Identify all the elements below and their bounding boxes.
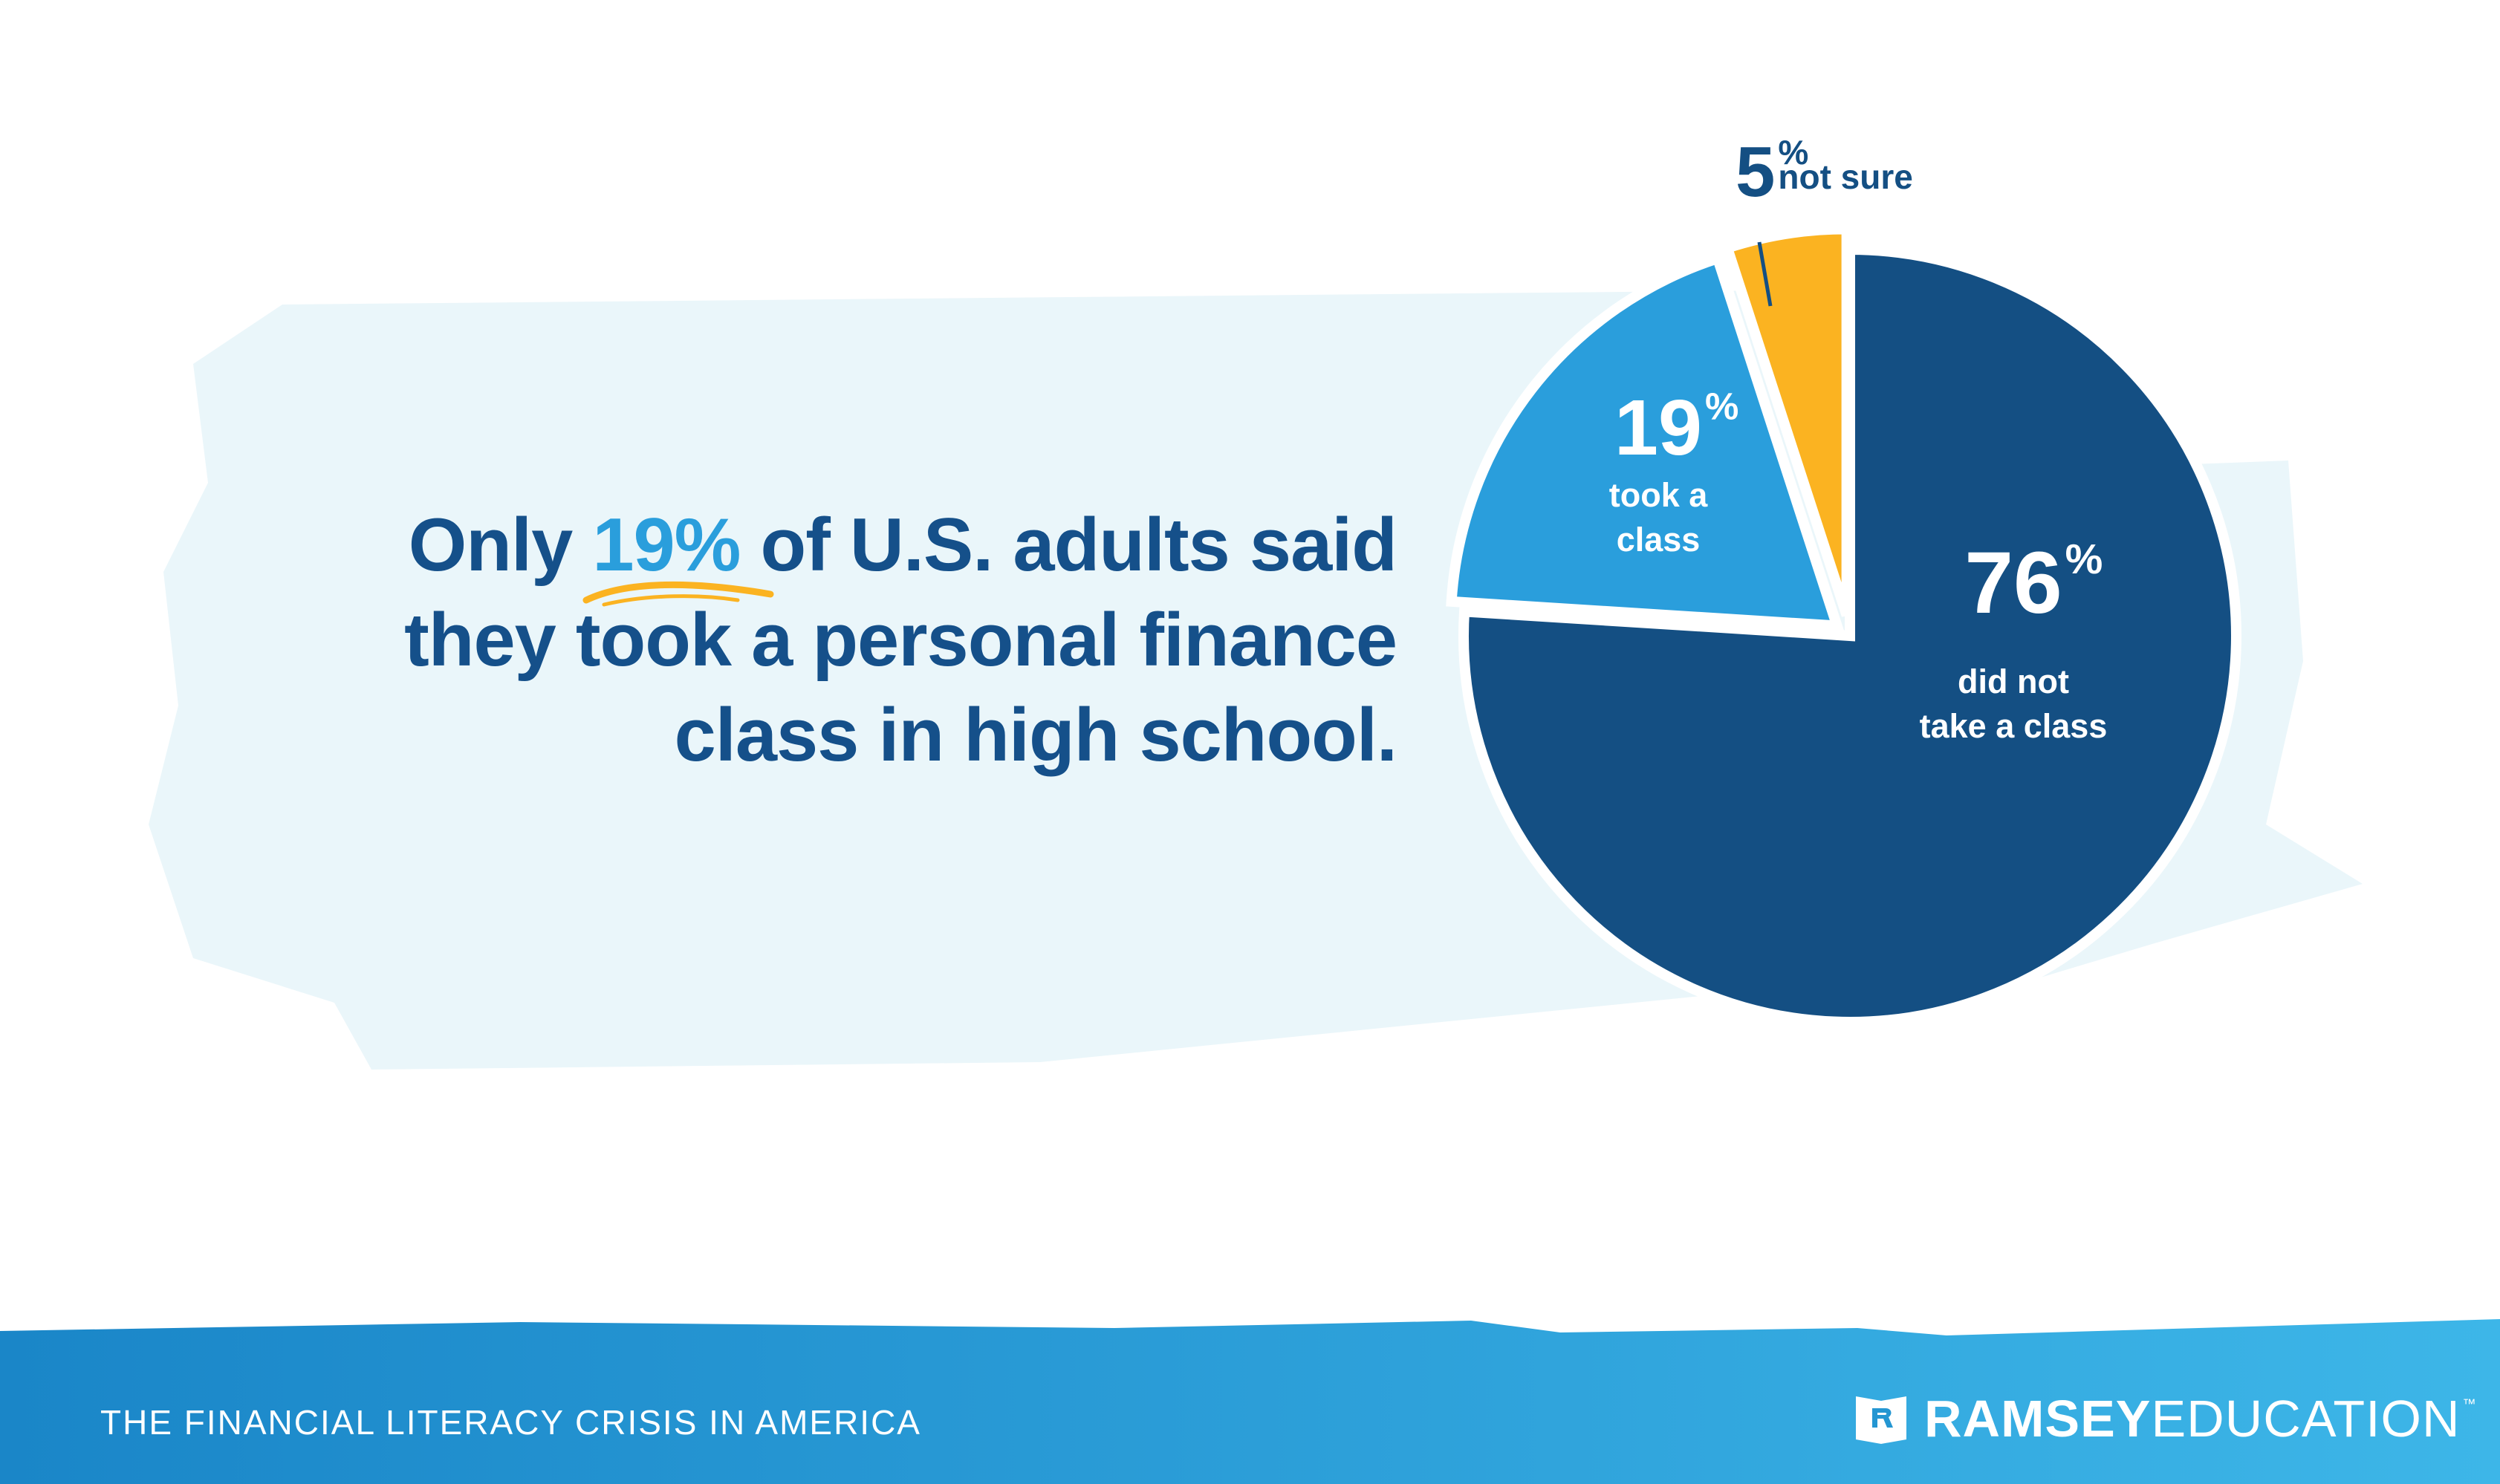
underline-squiggle: [582, 581, 774, 607]
slice-value-label-did-not-take: 76: [1964, 534, 2062, 632]
slice-value-label-not-sure: 5: [1736, 132, 1775, 212]
headline-highlight: 19%: [582, 498, 774, 607]
headline-line-1: Only 19% of U.S. adults said: [282, 498, 1397, 607]
pie-slice-took-class: [1446, 252, 1845, 632]
headline-line-3: class in high school.: [674, 694, 1397, 777]
slice-caption-not-sure: not sure: [1778, 157, 1912, 196]
brand-ramsey: RAMSEY: [1924, 1390, 2152, 1448]
slice-percent-sign-not-sure: %: [1778, 133, 1808, 172]
slice-percent-sign-did-not-take: %: [2065, 536, 2103, 583]
slice-caption-did-not-take-1: did not: [1958, 663, 2069, 700]
pie-slice-not-sure: [1721, 224, 1852, 617]
headline-line-2: they took a personal finance: [404, 599, 1397, 682]
ramsey-book-icon: [1856, 1396, 1906, 1444]
brand-trademark: ™: [2462, 1396, 2476, 1411]
pie-slice-did-not-take: [1458, 244, 2242, 1027]
slice-caption-took-class-1: took a: [1609, 476, 1708, 514]
slice-caption-took-class-2: class: [1617, 521, 1701, 559]
headline-before: Only: [408, 504, 593, 587]
ramsey-education-logo: RAMSEY EDUCATION ™: [1853, 1389, 2476, 1448]
slice-percent-sign-took-class: %: [1705, 385, 1738, 427]
footer-title: THE FINANCIAL LITERACY CRISIS IN AMERICA: [100, 1403, 921, 1442]
not-sure-leader-line: [1757, 241, 1773, 307]
headline: Only 19% of U.S. adults said they took a…: [282, 498, 1397, 783]
slice-caption-did-not-take-2: take a class: [1920, 707, 2108, 745]
slice-value-label-took-class: 19: [1614, 384, 1702, 472]
headline-after: of U.S. adults said: [740, 504, 1397, 587]
brand-education: EDUCATION: [2151, 1390, 2461, 1448]
highlight-text: 19%: [592, 504, 741, 587]
